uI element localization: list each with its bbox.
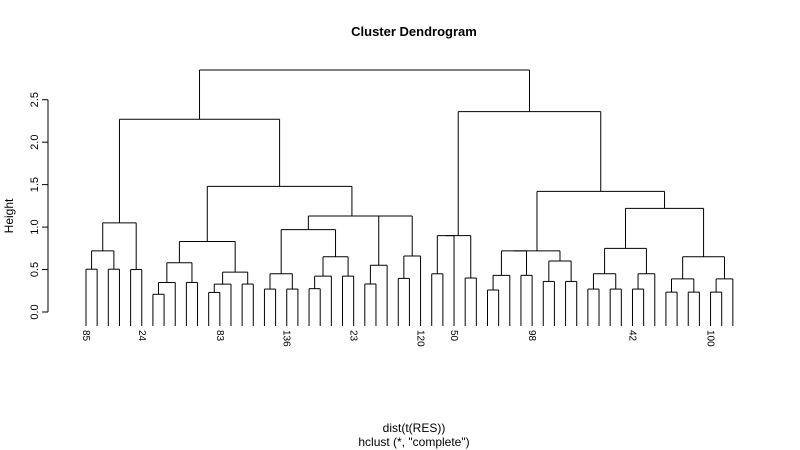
y-tick-label: 1.5: [29, 177, 41, 192]
x-axis-label: dist(t(RES)): [383, 421, 446, 435]
leaf-label: 120: [415, 330, 426, 347]
chart-title: Cluster Dendrogram: [351, 24, 477, 39]
leaf-label: 23: [348, 330, 359, 342]
leaf-label: 100: [705, 330, 716, 347]
leaf-labels: 85 24 83 136 23 120 50 98 42 100: [80, 330, 716, 347]
y-tick-label: 2.0: [29, 135, 41, 150]
y-tick-label: 0.0: [29, 304, 41, 319]
y-tick-label: 1.0: [29, 219, 41, 234]
leaf-label: 136: [281, 330, 292, 347]
y-tick-label: 0.5: [29, 262, 41, 277]
leaf-label: 42: [626, 330, 637, 342]
x-axis-sublabel: hclust (*, "complete"): [358, 435, 469, 449]
leaf-label: 98: [526, 330, 537, 342]
y-tick-label: 2.5: [29, 92, 41, 107]
leaf-label: 50: [448, 330, 459, 342]
leaf-label: 85: [80, 330, 91, 342]
leaf-label: 83: [214, 330, 225, 342]
leaf-label: 24: [136, 330, 147, 342]
y-axis-label: Height: [2, 198, 16, 233]
dendrogram-tree: [85, 69, 734, 326]
y-axis: 0.0 0.5 1.0 1.5 2.0 2.5: [29, 92, 49, 320]
